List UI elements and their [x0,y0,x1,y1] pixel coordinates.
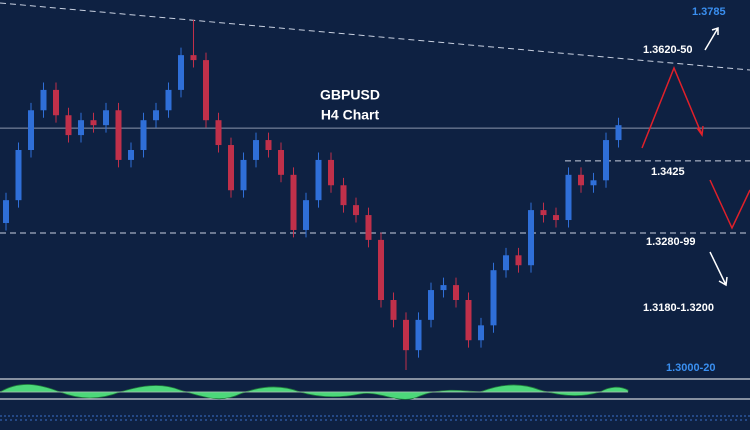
chart-subtitle: H4 Chart [321,107,380,123]
candle-body [453,285,459,300]
trend-line [0,2,750,71]
candle-body [603,140,609,181]
arrow-up [704,26,719,51]
candle-body [103,110,109,126]
level-label: 1.3425 [651,166,685,178]
candle-body [203,60,209,121]
level-label: 1.3000-20 [666,362,716,374]
candle-body [428,290,434,320]
level-label: 1.3620-50 [643,44,693,56]
candle-body [490,270,497,326]
oscillator [0,384,629,400]
candle-body [328,159,334,186]
candle-body [565,174,572,221]
candle-body [65,115,72,136]
candle-body [3,200,9,224]
candle-body [578,174,584,186]
candle-body [615,125,622,141]
level-label: 1.3280-99 [646,236,696,248]
candle-body [515,255,522,266]
level-label: 1.3785 [692,6,726,18]
levels [0,127,750,234]
candle-body [240,159,247,191]
arrow-zigzag [709,179,750,230]
level-label: 1.3180-1.3200 [643,302,714,314]
candle-body [228,145,234,191]
candle-body [378,239,384,300]
candle-body [15,150,22,201]
candle-body [253,140,259,160]
candle-body [140,120,147,150]
candle-body [365,215,372,240]
candle-body [153,110,159,121]
candle-body [540,210,547,216]
candle-body [128,150,134,160]
candle-body [440,285,447,291]
candle-body [315,159,322,201]
candle-body [178,55,184,90]
candle-body [265,140,272,150]
candle-body [278,150,284,175]
candle-body [90,120,97,126]
candle-body [190,55,197,61]
candle-body [40,89,47,111]
candle-body [303,200,309,230]
candle-body [165,89,172,111]
arrows [641,26,750,287]
candle-body [528,210,534,266]
candle-body [553,215,559,221]
candle-body [465,300,472,341]
candle-body [290,174,297,230]
candle-body [415,319,422,351]
candle-body [115,110,122,160]
candle-body [340,185,347,206]
candle-body [53,89,59,116]
candle-body [503,255,509,271]
candle-body [215,120,222,146]
arrow-zigzag [641,66,704,149]
candle-body [590,180,597,186]
chart-title: GBPUSD [320,87,380,103]
candle-body [353,205,359,216]
candle-body [478,325,484,341]
candle-body [390,300,397,320]
candle-body [403,319,409,351]
candle-body [28,110,34,150]
candles [3,19,622,371]
candle-body [78,120,84,136]
arrow-down [709,251,728,287]
